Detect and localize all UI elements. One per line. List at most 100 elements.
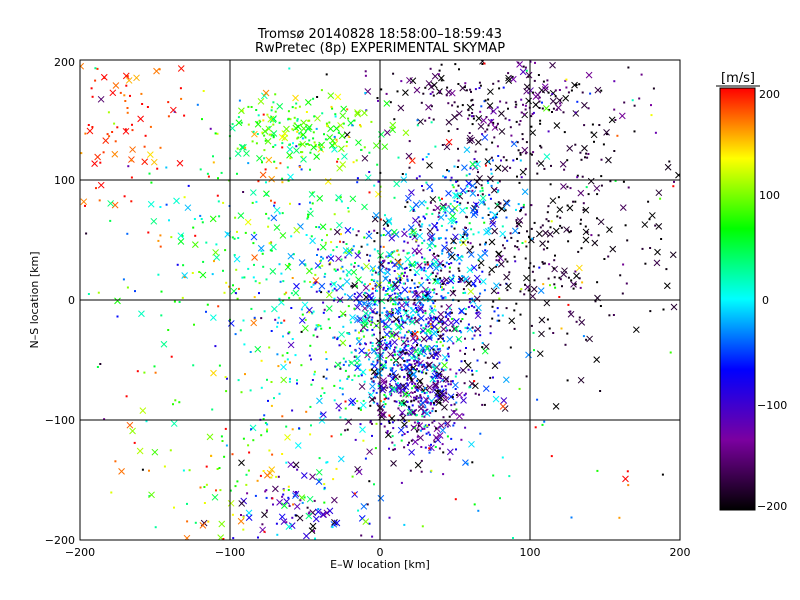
scatter-point-dot: [400, 336, 403, 339]
scatter-point-dot: [641, 247, 644, 250]
scatter-point-dot: [260, 359, 263, 362]
scatter-point-cross: [160, 340, 168, 348]
scatter-point-dot: [272, 136, 275, 139]
scatter-point-dot: [90, 87, 93, 90]
scatter-point-cross: [114, 297, 121, 305]
scatter-point-dot: [489, 376, 492, 379]
scatter-point-dot: [330, 435, 333, 438]
scatter-point-dot: [412, 368, 415, 371]
scatter-point-dot: [319, 412, 322, 415]
scatter-point-dot: [310, 267, 313, 270]
scatter-point-dot: [464, 352, 466, 355]
scatter-point-dot: [505, 307, 508, 310]
scatter-point-dot: [415, 307, 417, 309]
scatter-point-dot: [466, 234, 468, 237]
scatter-point-dot: [490, 168, 493, 171]
scatter-point-dot: [520, 288, 523, 291]
scatter-point-dot: [339, 367, 342, 370]
scatter-point-dot: [358, 368, 361, 371]
scatter-point-cross: [532, 101, 540, 109]
scatter-point-dot: [475, 186, 478, 189]
scatter-point-dot: [448, 458, 451, 461]
scatter-point-dot: [485, 164, 487, 167]
scatter-point-dot: [360, 245, 363, 248]
scatter-point-dot: [253, 318, 256, 320]
scatter-point-dot: [314, 282, 317, 285]
scatter-point-dot: [471, 461, 474, 464]
scatter-point-dot: [334, 270, 337, 272]
scatter-point-dot: [403, 346, 406, 349]
scatter-point-dot: [484, 243, 487, 246]
scatter-point-cross: [477, 259, 485, 267]
scatter-point-dot: [237, 237, 240, 239]
scatter-point-dot: [579, 286, 582, 289]
scatter-point-dot: [525, 245, 528, 248]
scatter-point-dot: [433, 403, 436, 406]
scatter-point-dot: [420, 267, 423, 270]
scatter-point-dot: [547, 277, 550, 280]
scatter-point-dot: [222, 538, 225, 540]
scatter-point-dot: [313, 499, 316, 502]
scatter-point-dot: [577, 250, 580, 253]
scatter-point-dot: [506, 289, 509, 292]
scatter-point-dot: [281, 453, 284, 455]
scatter-point-cross: [199, 522, 207, 529]
scatter-point-dot: [309, 405, 312, 408]
scatter-point-dot: [426, 263, 429, 266]
scatter-point-dot: [524, 213, 527, 216]
scatter-point-dot: [455, 180, 458, 183]
scatter-point-cross: [304, 99, 312, 106]
scatter-point-dot: [435, 293, 438, 295]
scatter-point-dot: [509, 126, 512, 129]
scatter-point-dot: [525, 141, 528, 144]
scatter-point-dot: [357, 230, 360, 233]
scatter-point-dot: [325, 461, 328, 464]
scatter-point-dot: [460, 438, 463, 441]
scatter-point-cross: [281, 502, 288, 509]
scatter-point-dot: [613, 108, 616, 111]
scatter-point-dot: [431, 190, 434, 193]
scatter-point-dot: [460, 193, 462, 196]
scatter-point-dot: [550, 220, 553, 223]
scatter-point-cross: [360, 503, 368, 510]
scatter-point-dot: [326, 256, 329, 259]
scatter-point-dot: [434, 400, 437, 403]
scatter-point-dot: [393, 250, 396, 253]
scatter-point-dot: [353, 307, 356, 310]
scatter-point-dot: [413, 359, 416, 362]
scatter-point-dot: [359, 407, 362, 410]
scatter-point-cross: [597, 218, 605, 226]
scatter-point-cross: [529, 129, 537, 137]
scatter-point-dot: [382, 234, 385, 236]
scatter-point-dot: [278, 392, 281, 395]
scatter-point-dot: [455, 372, 458, 375]
scatter-point-dot: [346, 428, 349, 431]
scatter-point-cross: [254, 345, 262, 353]
scatter-point-dot: [282, 299, 285, 302]
scatter-point-dot: [574, 143, 577, 146]
scatter-point-dot: [403, 336, 406, 339]
scatter-point-dot: [481, 270, 484, 273]
scatter-point-dot: [318, 478, 321, 481]
scatter-point-dot: [420, 397, 423, 400]
scatter-point-cross: [309, 522, 317, 530]
scatter-point-dot: [428, 433, 431, 436]
scatter-point-dot: [546, 211, 549, 214]
scatter-point-cross: [466, 137, 474, 145]
scatter-point-dot: [423, 363, 426, 366]
scatter-point-dot: [415, 177, 418, 180]
scatter-point-cross: [414, 461, 422, 469]
scatter-point-dot: [174, 399, 177, 402]
scatter-point-dot: [206, 172, 209, 175]
scatter-point-dot: [236, 230, 238, 233]
scatter-point-dot: [270, 381, 273, 383]
scatter-point-cross: [292, 461, 300, 469]
scatter-point-dot: [403, 389, 406, 392]
scatter-point-dot: [429, 352, 432, 355]
y-tick-label: 200: [54, 56, 75, 69]
scatter-point-dot: [263, 157, 266, 160]
scatter-point-dot: [446, 329, 449, 332]
scatter-point-cross: [498, 128, 506, 135]
scatter-point-dot: [377, 342, 380, 345]
scatter-point-dot: [461, 275, 464, 277]
